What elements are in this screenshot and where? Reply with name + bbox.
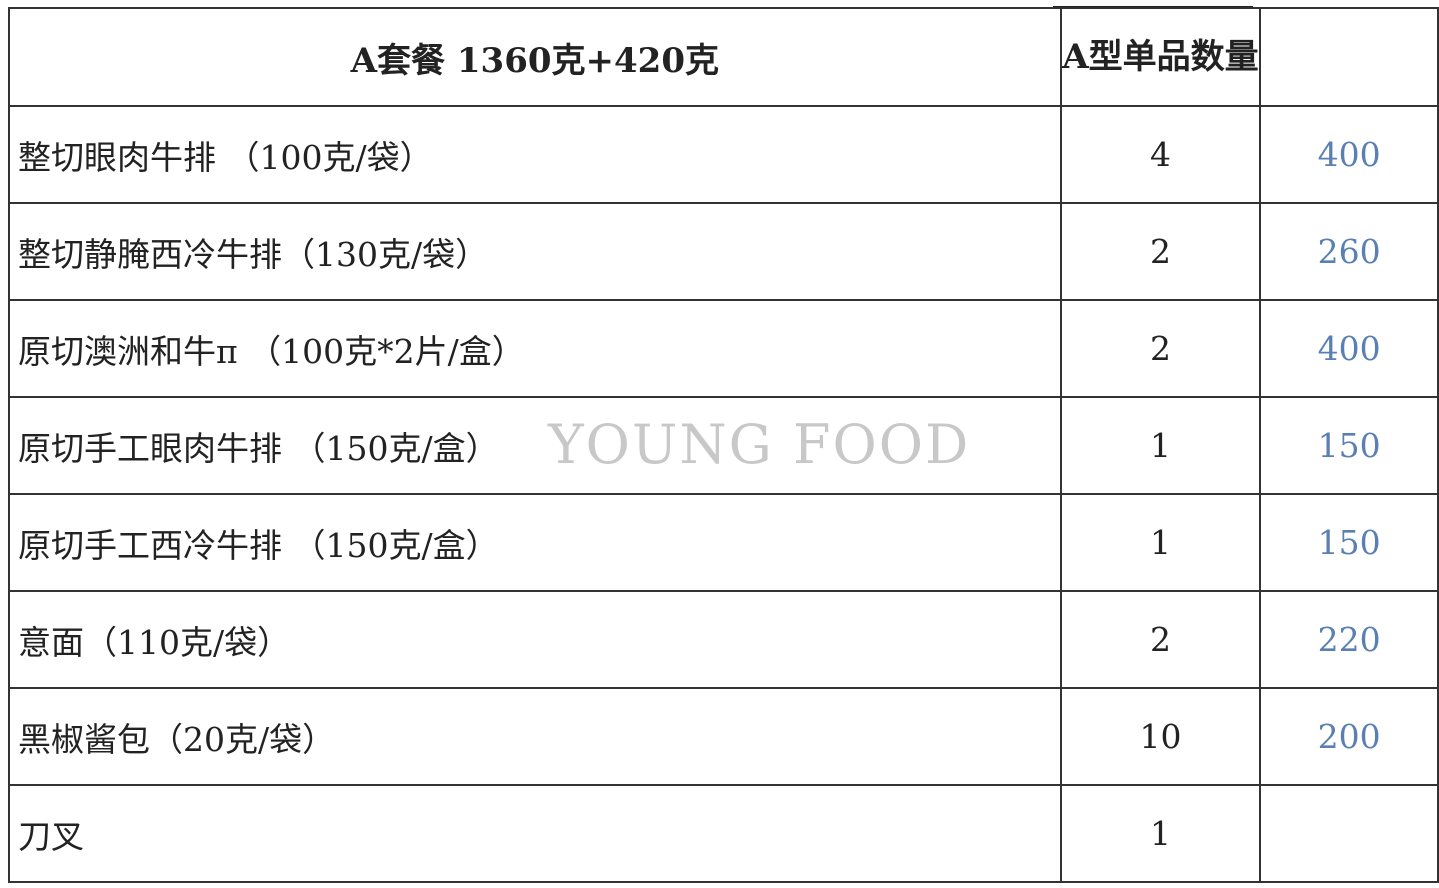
item-grams: 150 [1259,493,1439,592]
table-row: 原切澳洲和牛π （100克*2片/盒） 2 400 [8,299,1439,398]
item-grams: 260 [1259,202,1439,301]
item-qty: 2 [1059,299,1262,398]
item-qty: 2 [1059,202,1262,301]
item-grams: 400 [1259,105,1439,204]
table-row: 意面（110克/袋） 2 220 [8,590,1439,689]
item-grams: 150 [1259,396,1439,495]
item-qty: 1 [1059,784,1262,883]
item-qty: 1 [1059,493,1262,592]
item-name: 整切眼肉牛排 （100克/袋） [8,105,1062,204]
table-row: 黑椒酱包（20克/袋） 10 200 [8,687,1439,786]
item-grams [1259,784,1439,883]
table-row: 原切手工西冷牛排 （150克/盒） 1 150 [8,493,1439,592]
item-qty: 10 [1059,687,1262,786]
table-row: 整切眼肉牛排 （100克/袋） 4 400 [8,105,1439,204]
item-grams: 200 [1259,687,1439,786]
qty-header: A型单品数量 [1059,7,1262,107]
item-grams: 400 [1259,299,1439,398]
table-row: 原切手工眼肉牛排 （150克/盒） 1 150 [8,396,1439,495]
item-qty: 4 [1059,105,1262,204]
table-row: 刀叉 1 [8,784,1439,883]
extra-header [1259,7,1439,107]
package-table: A套餐 1360克+420克 A型单品数量 整切眼肉牛排 （100克/袋） 4 40… [8,7,1439,883]
item-name: 原切澳洲和牛π （100克*2片/盒） [8,299,1062,398]
item-qty: 2 [1059,590,1262,689]
header-row: A套餐 1360克+420克 A型单品数量 [8,7,1439,107]
item-name: 原切手工眼肉牛排 （150克/盒） [8,396,1062,495]
watermark: YOUNG FOOD [548,413,971,476]
item-name: 意面（110克/袋） [8,590,1062,689]
item-grams: 220 [1259,590,1439,689]
item-name: 整切静腌西冷牛排（130克/袋） [8,202,1062,301]
item-name: 黑椒酱包（20克/袋） [8,687,1062,786]
package-title: A套餐 1360克+420克 [8,7,1062,107]
item-name: 刀叉 [8,784,1062,883]
table-row: 整切静腌西冷牛排（130克/袋） 2 260 [8,202,1439,301]
item-name: 原切手工西冷牛排 （150克/盒） [8,493,1062,592]
item-qty: 1 [1059,396,1262,495]
